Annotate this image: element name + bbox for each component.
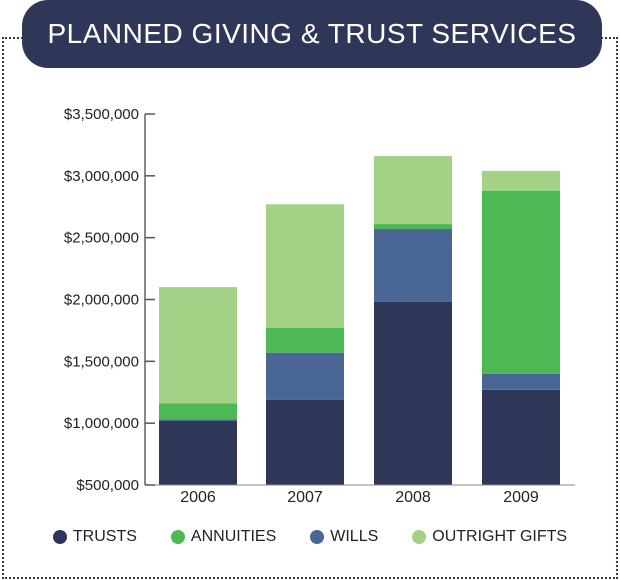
bar-2007-wills [266,352,344,400]
legend-label: ANNUITIES [190,528,277,545]
y-tick-label: $500,000 [76,477,139,494]
legend-item-outright-gifts: OUTRIGHT GIFTS [412,528,567,546]
bar-2008-trusts [374,301,452,485]
x-tick-label: 2006 [180,489,216,506]
legend-item-trusts: TRUSTS [52,528,137,546]
bar-2008-annuities [374,224,452,230]
legend-swatch [412,530,427,544]
x-tick-label: 2007 [287,489,323,506]
bar-2009-wills [482,373,560,390]
bar-2008-wills [374,229,452,302]
y-tick-label: $2,500,000 [64,230,139,247]
bar-2009-trusts [482,389,560,485]
legend-item-wills: WILLS [310,528,378,546]
bar-2007-annuities [266,327,344,353]
legend-label: OUTRIGHT GIFTS [432,528,568,545]
bar-2007-trusts [266,399,344,485]
x-tick-label: 2008 [395,489,431,506]
x-tick-label: 2009 [503,489,539,506]
legend-swatch [52,530,67,544]
bar-2008-outright-gifts [374,156,452,225]
bar-2006-wills [159,419,237,421]
bar-2006-annuities [159,403,237,420]
bar-2006-trusts [159,420,237,485]
legend-label: WILLS [330,528,379,545]
bar-2006-outright-gifts [159,287,237,404]
bar-2007-outright-gifts [266,204,344,328]
y-tick-label: $1,500,000 [64,353,139,370]
bar-2009-annuities [482,190,560,374]
y-tick-label: $1,000,000 [64,415,139,432]
legend-item-annuities: ANNUITIES [170,528,277,546]
legend-label: TRUSTS [72,528,137,545]
legend-swatch [170,530,185,544]
stacked-bar-chart: 2006 2007 2008 2009 $500,000 $1,000,000 $1,500… [64,106,575,506]
legend: TRUSTS ANNUITIES WILLS OUTRIGHT GIFTS [0,528,620,546]
bar-2009-outright-gifts [482,170,560,191]
y-tick-label: $3,000,000 [64,168,139,185]
legend-swatch [310,530,325,544]
chart-title: PLANNED GIVING & TRUST SERVICES [22,0,602,68]
y-tick-label: $2,000,000 [64,292,139,309]
y-tick-label: $3,500,000 [64,106,139,123]
